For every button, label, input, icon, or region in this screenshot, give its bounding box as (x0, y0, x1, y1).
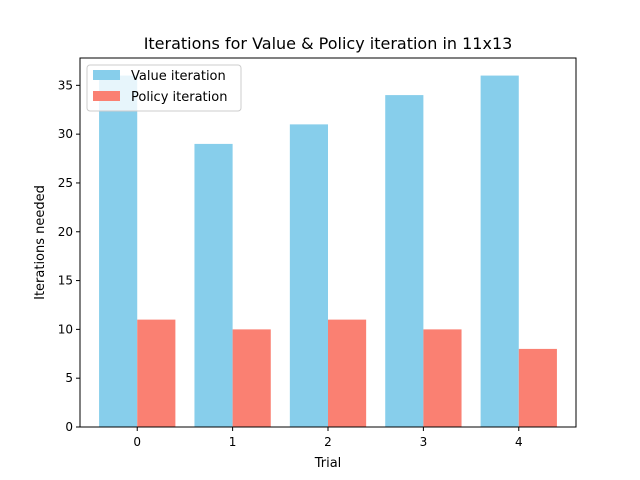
value-iteration-bar-4 (480, 75, 519, 428)
y-tick-label-25: 25 (58, 176, 73, 190)
y-tick-label-30: 30 (58, 127, 73, 141)
value-iteration-bar-3 (385, 95, 424, 427)
x-axis-label: Trial (314, 456, 342, 471)
x-tick-label-2: 2 (324, 435, 332, 449)
y-tick-label-0: 0 (65, 420, 73, 434)
y-tick-label-10: 10 (58, 322, 73, 336)
x-tick-label-1: 1 (229, 435, 237, 449)
value-iteration-bar-0 (99, 75, 138, 428)
y-tick-label-15: 15 (58, 274, 73, 288)
x-tick-label-3: 3 (420, 435, 428, 449)
x-tick-label-0: 0 (133, 435, 141, 449)
policy-iteration-bar-1 (232, 329, 271, 427)
legend: Value iteration Policy iteration (86, 64, 242, 112)
value-iteration-bar-1 (194, 143, 233, 427)
policy-iteration-bar-0 (137, 319, 176, 427)
legend-swatch-value-iteration (93, 70, 120, 80)
legend-swatch-policy-iteration (93, 91, 120, 101)
y-axis-label: Iterations needed (33, 185, 48, 300)
y-axis: 0 5 10 15 20 25 30 35 (58, 78, 80, 434)
y-tick-label-5: 5 (65, 371, 73, 385)
value-iteration-bar-2 (289, 124, 328, 427)
bars-group (99, 75, 557, 428)
y-tick-label-35: 35 (58, 78, 73, 92)
chart-title: Iterations for Value & Policy iteration … (144, 34, 513, 53)
policy-iteration-bar-4 (518, 348, 557, 427)
y-tick-label-20: 20 (58, 225, 73, 239)
x-tick-label-4: 4 (515, 435, 523, 449)
legend-label-policy-iteration: Policy iteration (131, 90, 227, 105)
legend-label-value-iteration: Value iteration (131, 69, 226, 84)
policy-iteration-bar-2 (328, 319, 367, 427)
legend-box (86, 64, 242, 112)
policy-iteration-bar-3 (423, 329, 462, 427)
x-axis: 0 1 2 3 4 (133, 427, 523, 449)
